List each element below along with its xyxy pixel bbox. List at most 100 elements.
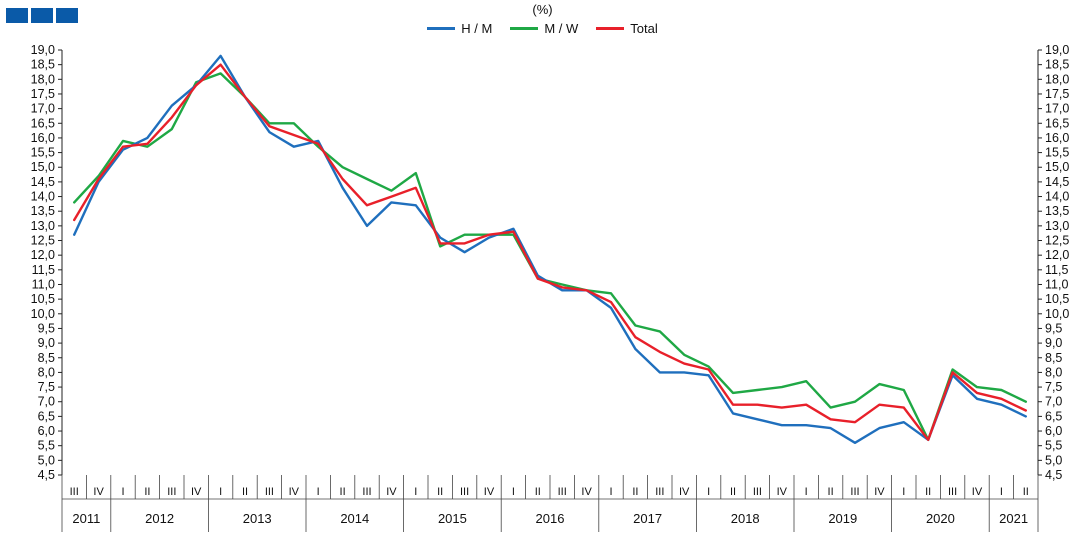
x-quarter-label: III — [850, 486, 859, 498]
logo-square — [31, 8, 53, 23]
y-tick-label: 15,0 — [1045, 160, 1069, 174]
y-tick-label: 14,5 — [1045, 175, 1069, 189]
x-quarter-label: III — [70, 486, 79, 498]
x-quarter-label: IV — [191, 486, 202, 498]
x-quarter-label: I — [121, 486, 124, 498]
y-tick-label: 9,0 — [1045, 336, 1062, 350]
y-tick-label: 4,5 — [1045, 468, 1062, 482]
y-tick-label: 6,0 — [38, 424, 55, 438]
y-tick-label: 16,0 — [1045, 131, 1069, 145]
y-tick-label: 8,0 — [1045, 365, 1062, 379]
y-tick-label: 10,0 — [1045, 307, 1069, 321]
x-year-label: 2017 — [633, 511, 662, 526]
y-tick-label: 10,5 — [31, 292, 55, 306]
x-quarter-label: II — [437, 486, 443, 498]
legend-swatch — [427, 27, 456, 30]
y-tick-label: 8,5 — [38, 351, 55, 365]
y-tick-label: 10,5 — [1045, 292, 1069, 306]
y-tick-label: 5,0 — [38, 453, 55, 467]
y-tick-label: 12,0 — [1045, 248, 1069, 262]
x-year-label: 2016 — [536, 511, 565, 526]
legend-label: H / M — [461, 21, 493, 36]
x-quarter-label: II — [535, 486, 541, 498]
y-tick-label: 11,0 — [1045, 277, 1068, 291]
y-tick-label: 14,5 — [31, 175, 55, 189]
x-quarter-label: I — [219, 486, 222, 498]
series-line — [72, 72, 1028, 441]
x-year-label: 2019 — [828, 511, 857, 526]
x-quarter-label: III — [167, 486, 176, 498]
x-quarter-label: IV — [93, 486, 104, 498]
x-quarter-label: II — [340, 486, 346, 498]
x-year-label: 2018 — [731, 511, 760, 526]
x-quarter-label: I — [1000, 486, 1003, 498]
y-tick-label: 10,0 — [31, 307, 55, 321]
x-quarter-label: III — [948, 486, 957, 498]
y-tick-label: 6,0 — [1045, 424, 1062, 438]
x-quarter-label: III — [362, 486, 371, 498]
x-quarter-label: I — [512, 486, 515, 498]
x-quarter-label: III — [558, 486, 567, 498]
x-quarter-label: I — [805, 486, 808, 498]
legend-swatch — [596, 27, 625, 30]
series-line — [72, 63, 1028, 441]
x-quarter-label: III — [265, 486, 274, 498]
y-tick-label: 18,0 — [31, 72, 55, 86]
y-tick-label: 19,0 — [1045, 43, 1069, 57]
x-quarter-label: IV — [874, 486, 885, 498]
y-tick-label: 9,5 — [1045, 321, 1062, 335]
x-quarter-label: II — [730, 486, 736, 498]
x-quarter-label: I — [414, 486, 417, 498]
y-tick-label: 5,5 — [38, 439, 55, 453]
x-year-label: 2021 — [999, 511, 1028, 526]
logo-square — [56, 8, 78, 23]
x-quarter-label: II — [144, 486, 150, 498]
y-tick-label: 8,0 — [38, 365, 55, 379]
y-tick-label: 15,5 — [31, 146, 55, 160]
x-quarter-label: III — [460, 486, 469, 498]
x-year-label: 2013 — [243, 511, 272, 526]
legend: H / M M / W Total — [0, 21, 1085, 36]
y-tick-label: 7,5 — [1045, 380, 1062, 394]
x-year-label: 2011 — [72, 511, 100, 526]
y-tick-label: 13,0 — [31, 219, 55, 233]
y-tick-label: 7,0 — [38, 395, 55, 409]
x-quarter-label: I — [609, 486, 612, 498]
x-quarter-label: II — [1023, 486, 1029, 498]
y-tick-label: 14,0 — [1045, 190, 1069, 204]
legend-swatch — [510, 27, 539, 30]
y-tick-label: 12,0 — [31, 248, 55, 262]
y-tick-label: 12,5 — [31, 234, 55, 248]
y-tick-label: 6,5 — [1045, 409, 1062, 423]
y-tick-label: 9,5 — [38, 321, 55, 335]
y-tick-label: 17,5 — [1045, 87, 1069, 101]
logo-square — [6, 8, 28, 23]
x-quarter-label: I — [707, 486, 710, 498]
legend-item: H / M — [427, 21, 492, 36]
y-tick-label: 16,5 — [31, 116, 55, 130]
y-tick-label: 13,0 — [1045, 219, 1069, 233]
y-tick-label: 5,0 — [1045, 453, 1062, 467]
x-year-label: 2014 — [340, 511, 369, 526]
x-quarter-label: IV — [581, 486, 592, 498]
y-tick-label: 13,5 — [31, 204, 55, 218]
x-year-label: 2020 — [926, 511, 955, 526]
y-tick-label: 19,0 — [31, 43, 55, 57]
y-tick-label: 13,5 — [1045, 204, 1069, 218]
y-tick-label: 18,5 — [1045, 58, 1069, 72]
x-quarter-label: II — [632, 486, 638, 498]
x-quarter-label: I — [317, 486, 320, 498]
logo — [6, 8, 78, 23]
y-tick-label: 16,0 — [31, 131, 55, 145]
y-tick-label: 4,5 — [38, 468, 55, 482]
x-quarter-label: II — [828, 486, 834, 498]
y-tick-label: 18,5 — [31, 58, 55, 72]
y-tick-label: 14,0 — [31, 190, 55, 204]
x-quarter-label: IV — [484, 486, 495, 498]
x-quarter-label: IV — [777, 486, 788, 498]
x-quarter-label: II — [925, 486, 931, 498]
legend-item: M / W — [510, 21, 578, 36]
legend-item: Total — [596, 21, 658, 36]
y-tick-label: 17,0 — [1045, 102, 1069, 116]
